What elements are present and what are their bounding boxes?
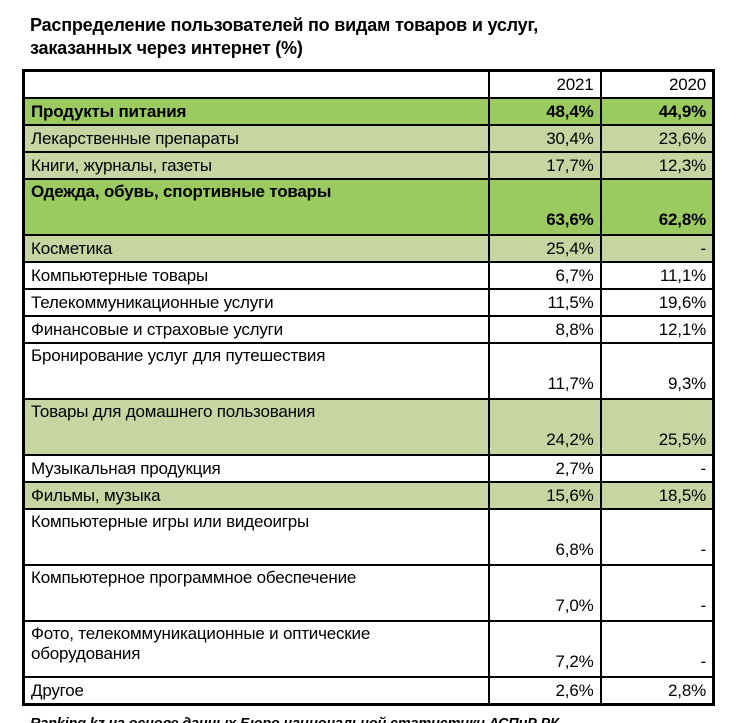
table-body: Продукты питания 48,4% 44,9% Лекарственные … [22, 97, 715, 706]
value-2021-cell: 2,6% [487, 676, 602, 706]
value-2020-cell: - [599, 508, 715, 566]
table-row: Компьютерные игры или видеоигры 6,8% - [22, 508, 715, 566]
category-cell: Продукты питания [22, 97, 490, 126]
value-2020-cell: 19,6% [599, 288, 715, 317]
value-2020-cell: 2,8% [599, 676, 715, 706]
value-2020-cell: 9,3% [599, 342, 715, 400]
value-2020-cell: 25,5% [599, 398, 715, 456]
value-2020-cell: 62,8% [599, 178, 715, 236]
value-2021-cell: 30,4% [487, 124, 602, 153]
source-note: Ranking.kz на основе данных Бюро национа… [30, 716, 740, 723]
table-row: Книги, журналы, газеты 17,7% 12,3% [22, 151, 715, 180]
value-2020-cell: - [599, 454, 715, 483]
table-row: Финансовые и страховые услуги 8,8% 12,1% [22, 315, 715, 344]
page-title-line2: заказанных через интернет (%) [30, 37, 303, 58]
table-row: Компьютерное программное обеспечение 7,0%… [22, 564, 715, 622]
category-cell: Компьютерные товары [22, 261, 490, 290]
value-2021-cell: 24,2% [487, 398, 602, 456]
value-2021-cell: 2,7% [487, 454, 602, 483]
value-2021-cell: 17,7% [487, 151, 602, 180]
value-2021-cell: 8,8% [487, 315, 602, 344]
value-2020-cell: 23,6% [599, 124, 715, 153]
table-row: Другое 2,6% 2,8% [22, 676, 715, 706]
category-cell: Компьютерное программное обеспечение [22, 564, 490, 622]
value-2020-cell: - [599, 234, 715, 263]
category-cell: Бронирование услуг для путешествия [22, 342, 490, 400]
category-cell: Одежда, обувь, спортивные товары [22, 178, 490, 236]
value-2020-cell: 12,1% [599, 315, 715, 344]
value-2021-cell: 11,7% [487, 342, 602, 400]
value-2020-cell: 44,9% [599, 97, 715, 126]
value-2020-cell: - [599, 564, 715, 622]
page-title-line1: Распределение пользователей по видам тов… [30, 15, 538, 35]
header-year-2021: 2021 [487, 69, 602, 99]
header-year-2020: 2020 [599, 69, 715, 99]
value-2021-cell: 48,4% [487, 97, 602, 126]
value-2020-cell: 18,5% [599, 481, 715, 510]
table-row: Компьютерные товары 6,7% 11,1% [22, 261, 715, 290]
table-row: Лекарственные препараты 30,4% 23,6% [22, 124, 715, 153]
table-row: Телекоммуникационные услуги 11,5% 19,6% [22, 288, 715, 317]
category-cell: Другое [22, 676, 490, 706]
value-2021-cell: 15,6% [487, 481, 602, 510]
category-cell: Телекоммуникационные услуги [22, 288, 490, 317]
statistics-table: 2021 2020 Продукты питания 48,4% 44,9% Лека… [22, 69, 715, 706]
category-cell: Книги, журналы, газеты [22, 151, 490, 180]
value-2021-cell: 7,0% [487, 564, 602, 622]
category-cell: Музыкальная продукция [22, 454, 490, 483]
table-row: Товары для домашнего пользования 24,2% 25,… [22, 398, 715, 456]
category-cell: Фото, телекоммуникационные и оптические … [22, 620, 490, 678]
value-2021-cell: 7,2% [487, 620, 602, 678]
value-2021-cell: 63,6% [487, 178, 602, 236]
header-empty-cell [22, 69, 490, 99]
value-2020-cell: - [599, 620, 715, 678]
value-2020-cell: 12,3% [599, 151, 715, 180]
category-cell: Косметика [22, 234, 490, 263]
table-row: Бронирование услуг для путешествия 11,7% 9… [22, 342, 715, 400]
table-row: Фото, телекоммуникационные и оптические … [22, 620, 715, 678]
category-cell: Фильмы, музыка [22, 481, 490, 510]
category-cell: Лекарственные препараты [22, 124, 490, 153]
value-2021-cell: 11,5% [487, 288, 602, 317]
category-cell: Финансовые и страховые услуги [22, 315, 490, 344]
table-row: Музыкальная продукция 2,7% - [22, 454, 715, 483]
category-cell: Товары для домашнего пользования [22, 398, 490, 456]
table-header-row: 2021 2020 [22, 69, 715, 99]
value-2021-cell: 25,4% [487, 234, 602, 263]
value-2021-cell: 6,7% [487, 261, 602, 290]
value-2021-cell: 6,8% [487, 508, 602, 566]
table-row: Одежда, обувь, спортивные товары 63,6% 62,… [22, 178, 715, 236]
table-row: Продукты питания 48,4% 44,9% [22, 97, 715, 126]
table-row: Косметика 25,4% - [22, 234, 715, 263]
table-row: Фильмы, музыка 15,6% 18,5% [22, 481, 715, 510]
value-2020-cell: 11,1% [599, 261, 715, 290]
page-title: Распределение пользователей по видам тов… [30, 14, 740, 59]
category-cell: Компьютерные игры или видеоигры [22, 508, 490, 566]
